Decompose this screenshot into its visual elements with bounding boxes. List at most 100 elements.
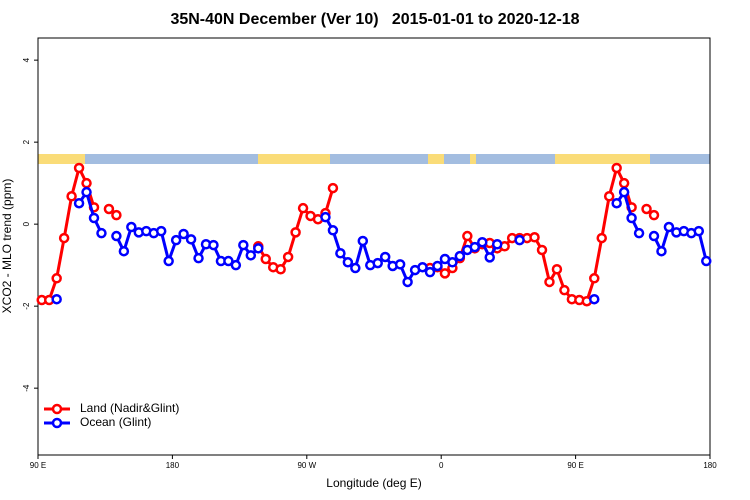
data-point xyxy=(208,239,219,251)
data-point xyxy=(529,232,540,243)
data-point xyxy=(350,262,361,274)
data-point xyxy=(536,244,548,256)
data-point xyxy=(66,191,77,202)
legend-label: Ocean (Glint) xyxy=(80,415,151,429)
data-point xyxy=(327,182,339,194)
data-point xyxy=(469,241,481,253)
data-point xyxy=(641,203,652,215)
data-point xyxy=(297,202,309,214)
data-point xyxy=(51,273,62,284)
data-point xyxy=(253,243,264,254)
y-tick-label: -2 xyxy=(22,302,31,310)
data-point xyxy=(88,212,100,224)
data-point xyxy=(633,227,645,239)
data-point xyxy=(447,257,458,268)
data-point xyxy=(73,162,85,174)
data-point xyxy=(342,257,354,268)
chart-title: 35N-40N December (Ver 10) 2015-01-01 to … xyxy=(170,11,579,28)
data-point xyxy=(185,234,197,245)
data-point xyxy=(439,268,451,279)
data-point xyxy=(290,227,301,238)
data-point xyxy=(58,232,70,244)
data-point xyxy=(544,276,555,288)
x-tick-label: 90 W xyxy=(297,461,316,470)
mask-land xyxy=(428,154,444,164)
data-point xyxy=(454,250,466,262)
data-point xyxy=(663,221,675,233)
data-point xyxy=(626,212,637,224)
data-point xyxy=(230,259,242,271)
data-point xyxy=(432,260,443,272)
data-point xyxy=(462,230,473,242)
mask-land xyxy=(555,154,650,164)
data-point xyxy=(402,276,413,288)
y-tick-label: 2 xyxy=(22,139,31,144)
data-point xyxy=(275,264,286,275)
x-tick-label: 180 xyxy=(166,461,180,470)
data-point xyxy=(618,186,630,198)
data-point xyxy=(155,225,167,237)
data-point xyxy=(559,284,570,296)
plot-frame xyxy=(37,37,711,456)
x-axis-label: Longitude (deg E) xyxy=(326,476,421,490)
land-mask xyxy=(38,154,710,164)
data-point xyxy=(701,255,712,267)
data-point xyxy=(477,236,488,248)
data-point xyxy=(648,230,660,242)
data-point xyxy=(424,266,436,278)
data-point xyxy=(163,255,174,267)
data-point xyxy=(589,273,600,284)
data-point xyxy=(656,245,667,257)
data-point xyxy=(126,221,137,233)
data-point xyxy=(484,252,495,263)
data-point xyxy=(394,259,406,270)
y-tick-label: 0 xyxy=(22,221,31,226)
mask-land xyxy=(38,154,85,164)
data-point xyxy=(320,211,331,223)
data-point xyxy=(118,245,130,257)
data-point xyxy=(693,225,705,237)
legend-marker xyxy=(51,403,63,415)
mask-ocean xyxy=(38,154,710,164)
mask-land xyxy=(470,154,476,164)
series-line xyxy=(41,166,655,303)
data-point xyxy=(611,197,622,209)
data-point xyxy=(491,238,503,250)
data-point xyxy=(245,250,257,261)
data-point xyxy=(81,177,92,189)
data-point xyxy=(603,191,615,202)
data-point xyxy=(73,197,85,209)
data-point xyxy=(96,227,107,239)
data-point xyxy=(170,234,182,246)
data-point xyxy=(111,230,122,242)
x-tick-label: 180 xyxy=(703,461,717,470)
y-tick-label: 4 xyxy=(22,57,31,62)
legend-label: Land (Nadir&Glint) xyxy=(80,401,179,415)
data-point xyxy=(260,253,271,265)
data-point xyxy=(81,186,92,198)
data-point xyxy=(379,251,391,263)
data-point xyxy=(372,257,383,269)
data-point xyxy=(335,248,346,259)
x-tick-label: 90 E xyxy=(30,461,46,470)
data-point xyxy=(551,264,563,275)
data-point xyxy=(417,261,428,273)
data-point xyxy=(589,293,600,305)
data-point xyxy=(103,203,115,215)
y-axis-label: XCO2 - MLO trend (ppm) xyxy=(0,179,14,314)
data-point xyxy=(648,209,660,221)
data-point xyxy=(51,293,62,305)
data-point xyxy=(238,239,249,251)
y-tick-label: -4 xyxy=(22,384,31,392)
data-point xyxy=(357,235,369,247)
x-tick-label: 0 xyxy=(439,461,444,470)
mask-land xyxy=(258,154,330,164)
data-point xyxy=(327,225,339,236)
data-point xyxy=(611,162,622,174)
data-point xyxy=(223,255,234,267)
data-point xyxy=(111,209,122,221)
data-point xyxy=(618,177,630,189)
data-point xyxy=(178,228,189,240)
data-point xyxy=(193,252,204,264)
